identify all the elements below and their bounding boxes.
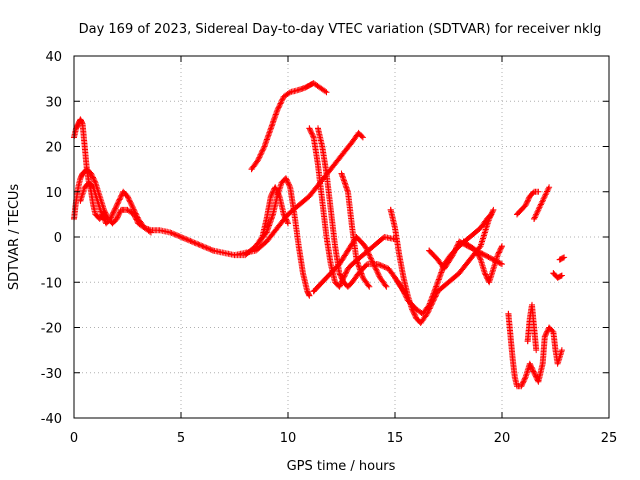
series-point-arc-18 [550, 270, 557, 277]
y-tick-label: -10 [41, 276, 62, 291]
series-point-arc-4 [210, 247, 217, 254]
series-point-arc-12 [392, 274, 398, 281]
y-axis-label: SDTVAR / TECUs [7, 184, 22, 291]
series-point-arc-11 [387, 206, 394, 213]
series-point-arc-14 [460, 238, 467, 245]
x-tick-label: 20 [494, 431, 511, 446]
x-tick-label: 25 [601, 431, 618, 446]
x-tick-label: 10 [280, 431, 297, 446]
y-tick-label: -30 [41, 367, 62, 382]
series-point-arc-9 [310, 288, 317, 295]
x-tick-label: 15 [387, 431, 404, 446]
series-point-arc-13 [426, 247, 433, 254]
series-point-arc-19 [556, 256, 563, 263]
x-axis-ticks: 0 5 10 15 20 25 [70, 56, 617, 446]
series-point-arc-20 [531, 215, 538, 222]
y-tick-label: 20 [45, 141, 62, 156]
series-point-arc-3 [77, 197, 84, 204]
series-point-arc-17 [514, 211, 520, 218]
series-point-arc-7 [306, 125, 313, 132]
series-point-arc-15 [505, 310, 512, 317]
y-tick-label: -40 [41, 412, 62, 427]
y-tick-label: 10 [45, 186, 62, 201]
y-tick-label: 30 [45, 95, 62, 110]
series-point-arc-16 [524, 338, 531, 345]
y-tick-label: 0 [54, 231, 62, 246]
series-point-arc-5 [252, 243, 259, 250]
data-points [71, 80, 568, 390]
series-point-arc-10 [338, 170, 345, 177]
y-tick-label: 40 [45, 50, 62, 65]
series-point-arc-8 [315, 125, 321, 132]
x-tick-label: 0 [70, 431, 78, 446]
x-axis-label: GPS time / hours [287, 459, 396, 474]
y-axis-ticks: -40 -30 -20 -10 0 10 20 30 40 [41, 50, 609, 427]
sdtvar-markers [71, 80, 568, 390]
y-tick-label: -20 [41, 322, 62, 337]
chart-title: Day 169 of 2023, Sidereal Day-to-day VTE… [79, 22, 602, 37]
x-tick-label: 5 [177, 431, 185, 446]
series-point-arc-6 [248, 166, 255, 173]
